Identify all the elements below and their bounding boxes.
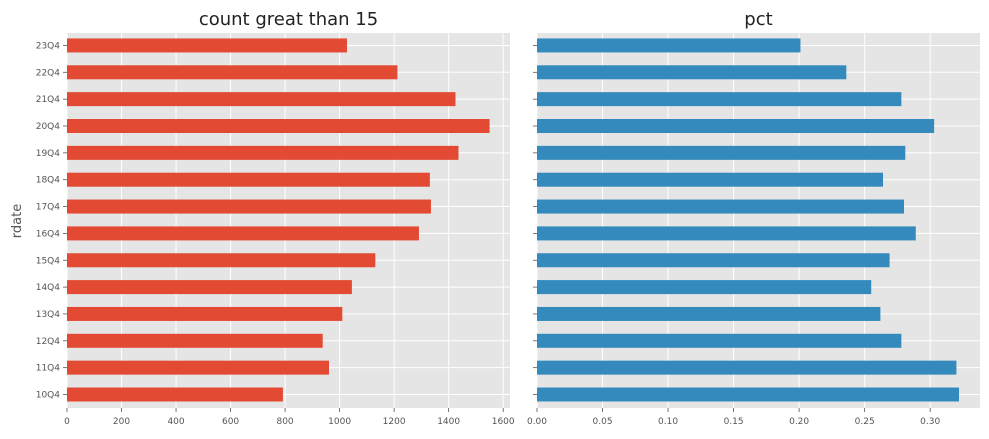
y-tick-label-23Q4: 23Q4 (36, 41, 61, 51)
y-tick-label-14Q4: 14Q4 (36, 283, 61, 293)
pct-y-ticks (533, 45, 537, 395)
y-tick-label-15Q4: 15Q4 (36, 256, 61, 266)
x-tick-label: 1200 (383, 417, 406, 427)
y-tick-label-19Q4: 19Q4 (36, 149, 61, 159)
bar-18Q4 (67, 172, 430, 187)
y-tick-label-13Q4: 13Q4 (36, 310, 61, 320)
x-tick-label: 1400 (437, 417, 460, 427)
x-tick-label: 0.20 (789, 417, 809, 427)
bar-19Q4 (537, 145, 906, 160)
y-tick-label-12Q4: 12Q4 (36, 337, 61, 347)
y-tick-label-11Q4: 11Q4 (36, 364, 61, 374)
x-tick-label: 0.15 (724, 417, 744, 427)
y-tick-label-17Q4: 17Q4 (36, 203, 61, 213)
count-x-ticks: 0 200 400 600 800 1000 1200 1400 1600 (64, 408, 515, 427)
bar-23Q4 (537, 38, 801, 53)
pct-x-ticks: 0.00 0.05 0.10 0.15 0.20 0.25 0.30 (527, 408, 940, 427)
bar-13Q4 (537, 306, 881, 321)
bar-10Q4 (537, 387, 960, 402)
x-tick-label: 0.10 (658, 417, 678, 427)
pct-bars (537, 38, 960, 402)
bar-15Q4 (537, 253, 890, 268)
bar-11Q4 (67, 360, 329, 375)
bar-17Q4 (67, 199, 431, 214)
y-tick-label-10Q4: 10Q4 (36, 391, 61, 401)
x-tick-label: 1000 (328, 417, 351, 427)
bar-11Q4 (537, 360, 957, 375)
pct-plot-area (537, 33, 980, 408)
y-tick-label-20Q4: 20Q4 (36, 122, 61, 132)
x-tick-label: 800 (276, 417, 293, 427)
x-tick-label: 400 (167, 417, 184, 427)
bar-21Q4 (67, 92, 456, 107)
bar-20Q4 (537, 119, 935, 133)
x-tick-label: 1600 (492, 417, 515, 427)
y-tick-label-22Q4: 22Q4 (36, 68, 61, 78)
bar-12Q4 (537, 333, 902, 348)
bar-22Q4 (67, 65, 398, 80)
bar-23Q4 (67, 38, 347, 53)
y-axis-label: rdate (10, 204, 25, 238)
x-tick-label: 0.00 (527, 417, 547, 427)
x-tick-label: 600 (222, 417, 239, 427)
bar-18Q4 (537, 172, 884, 187)
bar-16Q4 (67, 226, 419, 241)
count-chart: 10Q4 11Q4 12Q4 13Q4 14Q4 15Q4 16Q4 17Q4 18Q4 19Q4… (10, 9, 515, 427)
x-tick-label: 0.25 (855, 417, 875, 427)
y-tick-label-21Q4: 21Q4 (36, 95, 61, 105)
x-tick-label: 200 (113, 417, 130, 427)
bar-16Q4 (537, 226, 916, 241)
bar-22Q4 (537, 65, 847, 80)
bar-17Q4 (537, 199, 904, 214)
count-chart-title: count great than 15 (199, 9, 378, 30)
y-tick-label-18Q4: 18Q4 (36, 176, 61, 186)
bar-15Q4 (67, 253, 376, 268)
bar-20Q4 (67, 119, 490, 133)
count-plot-area (67, 33, 510, 408)
pct-chart-title: pct (744, 9, 772, 30)
x-tick-label: 0.05 (593, 417, 613, 427)
bar-12Q4 (67, 333, 323, 348)
x-tick-label: 0.30 (920, 417, 940, 427)
x-tick-label: 0 (64, 417, 70, 427)
count-bars (67, 38, 490, 402)
bar-14Q4 (67, 280, 352, 295)
bar-14Q4 (537, 280, 872, 295)
count-y-ticks: 10Q4 11Q4 12Q4 13Q4 14Q4 15Q4 16Q4 17Q4 18Q4 19Q4… (36, 41, 67, 401)
y-tick-label-16Q4: 16Q4 (36, 229, 61, 239)
pct-chart: 0.00 0.05 0.10 0.15 0.20 0.25 0.30 pct (527, 9, 980, 427)
bar-10Q4 (67, 387, 283, 402)
bar-13Q4 (67, 306, 343, 321)
bar-21Q4 (537, 92, 902, 107)
bar-19Q4 (67, 145, 459, 160)
